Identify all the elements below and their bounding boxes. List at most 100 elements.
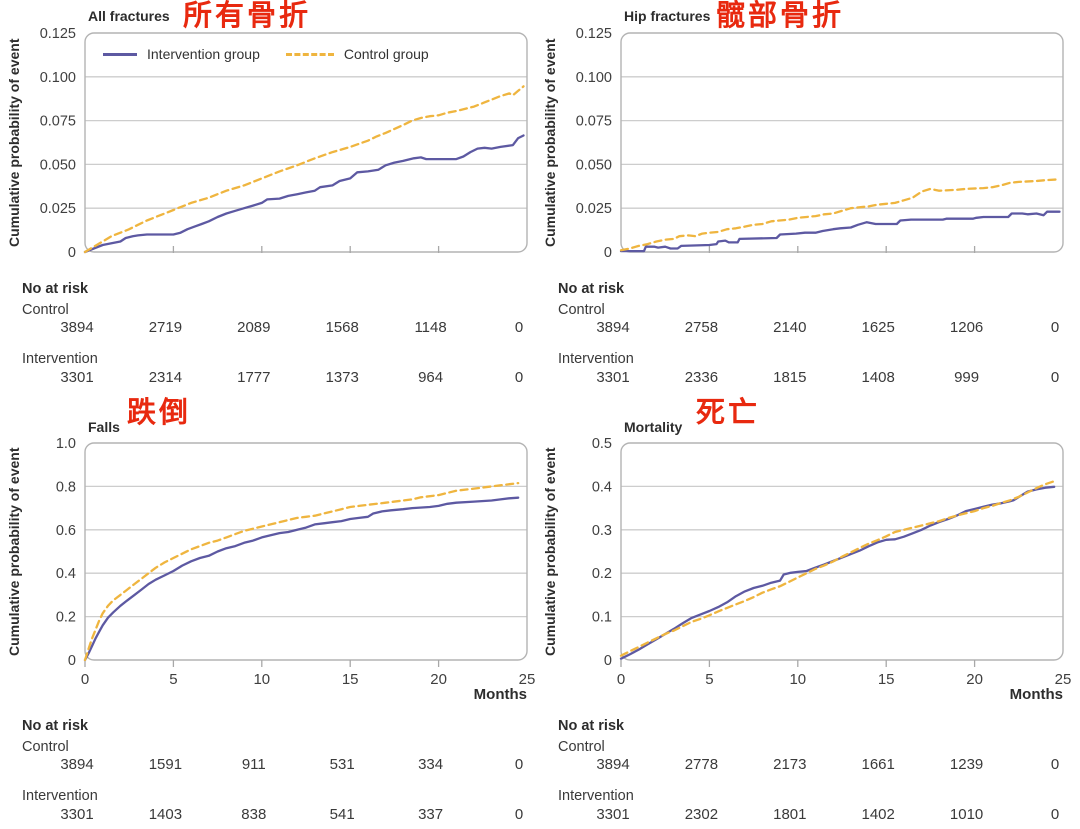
curve-intervention — [619, 210, 1061, 253]
at-risk-value: 0 — [1050, 756, 1060, 773]
at-risk-value: 3301 — [60, 369, 94, 386]
at-risk-value: 1568 — [325, 319, 359, 336]
curve-control — [83, 85, 525, 254]
at-risk-value: 0 — [514, 319, 524, 336]
at-risk-control-label: Control — [558, 302, 605, 318]
x-tick-label: 10 — [253, 671, 270, 688]
y-axis-label: Cumulative probability of event — [6, 38, 22, 247]
at-risk-table-all-fractures: No at risk Control 3894 2719 2089 1568 1148 0… — [22, 281, 554, 391]
legend-intervention-label: Intervention group — [147, 46, 260, 62]
at-risk-value: 2173 — [773, 756, 807, 773]
at-risk-control-values: 3894 2778 2173 1661 1239 0 — [558, 756, 1080, 773]
at-risk-value: 1206 — [949, 319, 984, 336]
y-tick-label: 0.125 — [576, 26, 612, 42]
at-risk-intervention-values: 3301 2336 1815 1408 999 0 — [558, 369, 1080, 386]
at-risk-value: 838 — [241, 806, 267, 823]
at-risk-value: 0 — [1050, 806, 1060, 823]
annotation-mortality-zh: 死亡 — [696, 397, 761, 429]
panel-title-mortality: Mortality — [624, 419, 683, 435]
at-risk-value: 541 — [329, 806, 355, 823]
at-risk-title: No at risk — [558, 718, 625, 734]
at-risk-value: 1239 — [949, 756, 984, 773]
at-risk-value: 3301 — [596, 806, 630, 823]
y-tick-label: 0.050 — [576, 157, 612, 173]
at-risk-value: 0 — [514, 369, 524, 386]
at-risk-table-falls: No at risk Control 3894 1591 911 531 334 0 In… — [22, 718, 554, 828]
y-tick-label: 0.6 — [56, 523, 76, 539]
at-risk-control-values: 3894 1591 911 531 334 0 — [22, 756, 554, 773]
y-tick-label: 0.050 — [40, 157, 76, 173]
at-risk-value: 1661 — [861, 756, 895, 773]
at-risk-value: 964 — [418, 369, 444, 386]
at-risk-value: 0 — [514, 806, 524, 823]
at-risk-value: 334 — [418, 756, 444, 773]
at-risk-value: 0 — [1050, 319, 1060, 336]
curve-control — [83, 481, 520, 662]
x-tick-label: 10 — [789, 671, 806, 688]
at-risk-table-mortality: No at risk Control 3894 2778 2173 1661 1239 0… — [558, 718, 1080, 828]
at-risk-control-label: Control — [22, 302, 69, 318]
at-risk-title: No at risk — [22, 718, 89, 734]
x-tick-label: 0 — [81, 671, 89, 688]
at-risk-control-values: 3894 2758 2140 1625 1206 0 — [558, 319, 1080, 336]
annotation-falls-zh: 跌倒 — [127, 397, 192, 429]
y-tick-label: 0.2 — [56, 610, 76, 626]
at-risk-intervention-label: Intervention — [22, 788, 98, 804]
x-axis-label-months: Months — [473, 686, 527, 703]
y-tick-label: 0.025 — [40, 201, 76, 217]
at-risk-intervention-values: 3301 2314 1777 1373 964 0 — [22, 369, 554, 386]
x-tick-label: 20 — [966, 671, 983, 688]
y-tick-label: 0.1 — [592, 610, 612, 626]
y-tick-label: 0 — [68, 245, 76, 261]
at-risk-control-label: Control — [22, 739, 69, 755]
annotation-hip-fractures-zh: 髋部骨折 — [716, 0, 845, 32]
at-risk-value: 0 — [1050, 369, 1060, 386]
y-tick-label: 0.5 — [592, 436, 612, 452]
at-risk-intervention-label: Intervention — [558, 351, 634, 367]
y-tick-label: 0.3 — [592, 523, 612, 539]
panel-title-falls: Falls — [88, 419, 120, 435]
at-risk-value: 3301 — [60, 806, 94, 823]
legend: Intervention group Control group — [103, 46, 429, 62]
curve-intervention — [83, 496, 520, 662]
at-risk-value: 1148 — [414, 319, 447, 336]
at-risk-intervention-values: 3301 2302 1801 1402 1010 0 — [558, 806, 1080, 823]
curve-control — [619, 480, 1056, 657]
legend-control-label: Control group — [343, 46, 429, 62]
y-tick-label: 0.2 — [592, 566, 612, 582]
curve-control — [619, 178, 1061, 252]
y-tick-label: 1.0 — [56, 436, 76, 452]
at-risk-value: 1625 — [861, 319, 895, 336]
at-risk-value: 1010 — [949, 806, 984, 823]
panel-title-hip-fractures: Hip fractures — [624, 8, 711, 24]
at-risk-value: 911 — [241, 756, 266, 773]
at-risk-intervention-label: Intervention — [558, 788, 634, 804]
at-risk-value: 3894 — [596, 319, 630, 336]
at-risk-value: 1373 — [325, 369, 359, 386]
x-tick-label: 25 — [519, 671, 536, 688]
curve-intervention — [83, 134, 525, 254]
at-risk-value: 1815 — [773, 369, 807, 386]
x-tick-label: 25 — [1055, 671, 1072, 688]
y-tick-label: 0 — [68, 653, 76, 669]
at-risk-value: 2314 — [148, 369, 183, 386]
x-tick-label: 5 — [705, 671, 713, 688]
at-risk-value: 1402 — [861, 806, 895, 823]
at-risk-value: 2758 — [684, 319, 719, 336]
at-risk-value: 531 — [329, 756, 355, 773]
at-risk-value: 1591 — [148, 756, 183, 773]
y-axis-label: Cumulative probability of event — [542, 447, 558, 656]
at-risk-value: 3894 — [60, 319, 94, 336]
y-tick-label: 0 — [604, 245, 612, 261]
at-risk-value: 0 — [514, 756, 524, 773]
at-risk-value: 2719 — [148, 319, 183, 336]
y-axis-label: Cumulative probability of event — [542, 38, 558, 247]
y-tick-label: 0.100 — [576, 70, 612, 86]
y-tick-label: 0.075 — [40, 114, 76, 130]
at-risk-value: 1408 — [861, 369, 895, 386]
plot-frame — [620, 32, 1064, 253]
y-tick-label: 0.125 — [40, 26, 76, 42]
legend-intervention-line-sample — [103, 52, 137, 56]
y-tick-label: 0.4 — [592, 479, 612, 495]
